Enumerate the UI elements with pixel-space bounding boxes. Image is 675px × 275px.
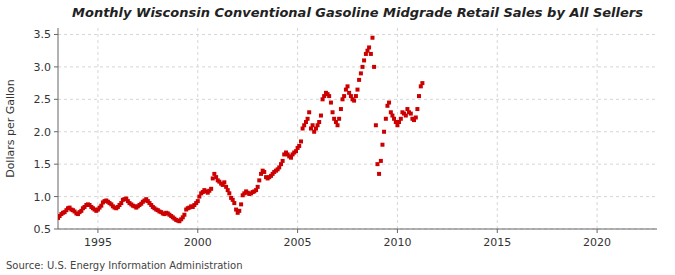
point <box>360 65 364 69</box>
point <box>417 94 421 98</box>
y-tick-label: 1.5 <box>34 158 52 171</box>
point <box>232 201 236 205</box>
point <box>209 187 213 191</box>
point <box>370 36 374 40</box>
point <box>256 185 260 189</box>
point <box>262 170 266 174</box>
y-grid-line <box>58 229 657 230</box>
x-grid-line <box>397 28 398 229</box>
point <box>299 139 303 143</box>
point <box>336 123 340 127</box>
x-tick-label: 2020 <box>583 236 611 249</box>
page: {"chart_data": { "type": "scatter", "tit… <box>0 0 675 275</box>
point <box>346 84 350 88</box>
point <box>342 94 346 98</box>
x-tick-label: 2005 <box>284 236 312 249</box>
y-tick-label: 0.5 <box>34 223 52 236</box>
y-tick-label: 1.0 <box>34 191 52 204</box>
grid <box>58 28 657 229</box>
axes: 0.5 1.0 1.5 2.0 2.5 3.0 3.5 1995 2000 2005 2010 201… <box>34 28 658 249</box>
point <box>356 88 360 92</box>
x-tick <box>397 229 398 233</box>
y-grid-line <box>58 34 657 35</box>
point <box>281 159 285 163</box>
point <box>222 180 226 184</box>
point <box>379 159 383 163</box>
point <box>367 45 371 49</box>
y-tick <box>54 99 58 100</box>
point <box>399 117 403 121</box>
point <box>380 143 384 147</box>
x-tick <box>197 229 198 233</box>
point <box>414 115 418 119</box>
point <box>306 117 310 121</box>
point <box>327 94 331 98</box>
y-tick <box>54 229 58 230</box>
x-tick-label: 2000 <box>184 236 212 249</box>
x-grid-line <box>597 28 598 229</box>
point <box>317 120 321 124</box>
y-tick-label: 2.0 <box>34 126 52 139</box>
x-tick <box>297 229 298 233</box>
point <box>337 117 341 121</box>
point <box>331 110 335 114</box>
point <box>384 117 388 121</box>
y-grid-line <box>58 131 657 132</box>
x-tick <box>97 229 98 233</box>
y-tick <box>54 66 58 67</box>
point <box>196 199 200 203</box>
point <box>409 112 413 116</box>
point <box>369 52 373 56</box>
point <box>374 123 378 127</box>
point <box>339 107 343 111</box>
x-tick-label: 2015 <box>483 236 511 249</box>
point <box>297 144 301 148</box>
y-tick-label: 2.5 <box>34 93 52 106</box>
y-tick <box>54 196 58 197</box>
y-tick <box>54 34 58 35</box>
point <box>354 94 358 98</box>
point <box>372 65 376 69</box>
point <box>415 107 419 111</box>
point <box>319 114 323 118</box>
y-tick <box>54 131 58 132</box>
point <box>307 110 311 114</box>
x-tick <box>497 229 498 233</box>
y-grid-line <box>58 66 657 67</box>
point <box>352 99 356 103</box>
x-tick-label: 2010 <box>383 236 411 249</box>
y-tick-label: 3.5 <box>34 28 52 41</box>
x-axis-line <box>58 229 657 230</box>
point <box>257 178 261 182</box>
point <box>382 130 386 134</box>
point <box>237 209 241 213</box>
x-grid-line <box>97 28 98 229</box>
point <box>357 78 361 82</box>
point <box>182 213 186 217</box>
title: Monthly Wisconsin Conventional Gasoline … <box>72 5 643 20</box>
point <box>239 202 243 206</box>
x-grid-line <box>297 28 298 229</box>
point <box>359 71 363 75</box>
y-grid-line <box>58 99 657 100</box>
point <box>362 58 366 62</box>
y-grid-line <box>58 164 657 165</box>
y-tick-label: 3.0 <box>34 61 52 74</box>
points <box>58 36 424 223</box>
y-axis-line <box>58 28 59 229</box>
point <box>420 81 424 85</box>
point <box>387 101 391 105</box>
y-tick <box>54 164 58 165</box>
chart: Monthly Wisconsin Conventional Gasoline … <box>0 0 675 275</box>
x-grid-line <box>197 28 198 229</box>
x-tick <box>597 229 598 233</box>
point <box>377 172 381 176</box>
x-tick-label: 1995 <box>84 236 112 249</box>
point <box>329 101 333 105</box>
x-grid-line <box>497 28 498 229</box>
source-note: Source: U.S. Energy Information Administ… <box>6 260 243 271</box>
y-axis-label: Dollars per Gallon <box>4 79 17 178</box>
point <box>227 191 231 195</box>
y-grid-line <box>58 196 657 197</box>
